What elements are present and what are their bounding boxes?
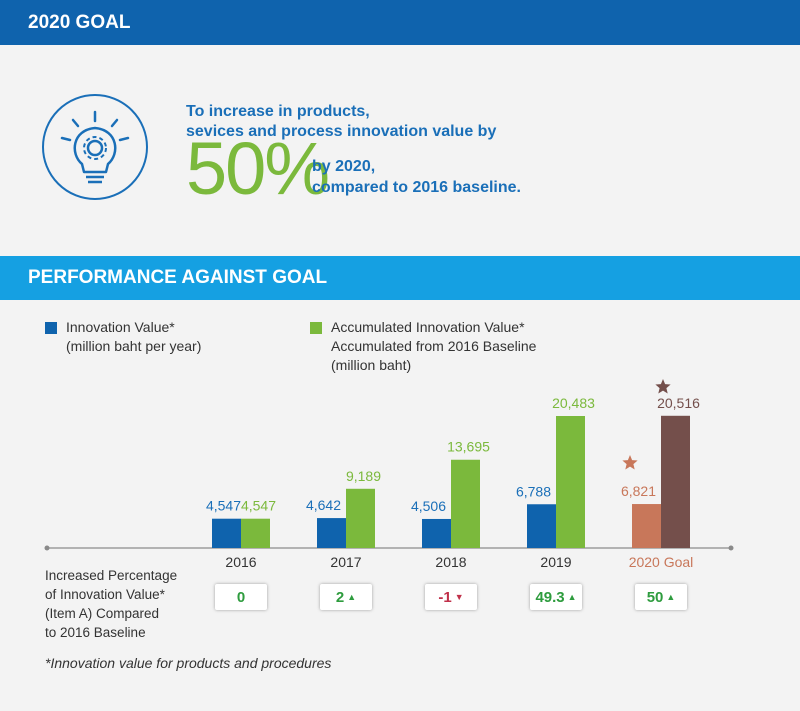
lightbulb-gear-icon <box>42 94 148 200</box>
star-icon-goal-innovation <box>622 455 638 470</box>
bar-accumulated-2020-goal <box>661 415 690 548</box>
legend-label-innovation: Innovation Value* (million baht per year… <box>66 319 202 354</box>
increase-value: 2 <box>335 588 345 606</box>
category-label: 2016 <box>225 554 256 570</box>
increase-percentage-label: Increased Percentage of Innovation Value… <box>45 568 178 640</box>
value-label-accumulated: 13,695 <box>447 439 490 455</box>
increase-value: 49.3 <box>535 588 565 606</box>
increase-value-box: 2 ▲ <box>320 584 372 610</box>
bar-accumulated-2016 <box>241 518 270 548</box>
arrow-down-icon: ▼ <box>454 592 464 602</box>
bar-accumulated-2019 <box>556 416 585 548</box>
star-icon-goal-accumulated <box>655 379 671 394</box>
bar-innovation-2017 <box>317 518 346 548</box>
increase-value-box: 50 ▲ <box>635 584 687 610</box>
value-label-accumulated: 4,547 <box>241 498 276 514</box>
arrow-up-icon: ▲ <box>666 592 676 602</box>
category-label: 2020 Goal <box>629 554 694 570</box>
arrow-up-icon: ▲ <box>567 592 577 602</box>
legend-label-accumulated: Accumulated Innovation Value* Accumulate… <box>331 319 537 373</box>
bar-innovation-2020-goal <box>632 504 661 548</box>
category-label: 2017 <box>330 554 361 570</box>
value-label-innovation: 6,821 <box>621 483 656 499</box>
goal-text-line1: To increase in products, <box>186 103 370 120</box>
value-label-accumulated: 20,483 <box>552 395 595 411</box>
bar-innovation-2019 <box>527 504 556 548</box>
category-label: 2019 <box>540 554 571 570</box>
value-label-accumulated: 20,516 <box>657 395 700 411</box>
increase-value-box: 49.3 ▲ <box>530 584 582 610</box>
value-label-innovation: 4,506 <box>411 498 446 514</box>
value-label-innovation: 4,547 <box>206 498 241 514</box>
increase-value-box: -1 ▼ <box>425 584 477 610</box>
legend-swatch-innovation <box>45 322 57 334</box>
value-label-innovation: 4,642 <box>306 497 341 513</box>
increase-value: 50 <box>646 588 664 606</box>
bar-innovation-2016 <box>212 518 241 548</box>
increase-value-box: 0 <box>215 584 267 610</box>
axis-end-dot-right <box>728 545 734 551</box>
goal-header: 2020 GOAL <box>0 0 800 45</box>
axis-end-dot-left <box>44 545 50 551</box>
arrow-up-icon: ▲ <box>347 592 357 602</box>
goal-text-line2: sevices and process innovation value by <box>186 123 497 140</box>
value-label-accumulated: 9,189 <box>346 468 381 484</box>
performance-header: PERFORMANCE AGAINST GOAL <box>0 256 800 300</box>
goal-percent: 50% <box>186 127 330 210</box>
goal-text-line3: by 2020, <box>312 158 376 175</box>
goal-text-line4: compared to 2016 baseline. <box>312 179 521 196</box>
increase-value: -1 <box>438 588 452 606</box>
category-label: 2018 <box>435 554 466 570</box>
footnote: *Innovation value for products and proce… <box>45 655 332 671</box>
legend-swatch-accumulated <box>310 322 322 334</box>
bar-innovation-2018 <box>422 518 451 548</box>
bar-accumulated-2017 <box>346 488 375 548</box>
bar-accumulated-2018 <box>451 459 480 548</box>
value-label-innovation: 6,788 <box>516 483 551 499</box>
increase-value: 0 <box>236 588 246 606</box>
